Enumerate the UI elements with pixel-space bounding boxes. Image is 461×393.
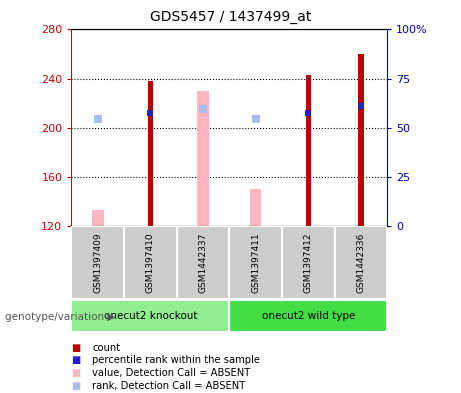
Text: rank, Detection Call = ABSENT: rank, Detection Call = ABSENT [92,380,245,391]
Text: GSM1442337: GSM1442337 [199,232,207,292]
Bar [71,300,230,332]
Bar [282,226,335,299]
Bar [358,54,364,226]
Text: percentile rank within the sample: percentile rank within the sample [92,355,260,365]
Bar [177,226,229,299]
Bar [335,226,387,299]
Text: GSM1442336: GSM1442336 [356,232,366,292]
Text: ■: ■ [71,368,81,378]
Text: ■: ■ [71,380,81,391]
Text: ■: ■ [71,343,81,353]
Bar [124,226,177,299]
Bar [306,75,311,226]
Text: value, Detection Call = ABSENT: value, Detection Call = ABSENT [92,368,250,378]
Text: genotype/variation ▶: genotype/variation ▶ [5,312,115,322]
Text: GSM1397411: GSM1397411 [251,232,260,293]
Bar [229,300,387,332]
Text: GSM1397412: GSM1397412 [304,232,313,292]
Bar [92,210,104,226]
Bar [197,91,209,226]
Text: onecut2 wild type: onecut2 wild type [261,311,355,321]
Text: onecut2 knockout: onecut2 knockout [104,311,197,321]
Bar [148,81,153,226]
Text: GDS5457 / 1437499_at: GDS5457 / 1437499_at [150,10,311,24]
Text: GSM1397409: GSM1397409 [93,232,102,293]
Text: ■: ■ [71,355,81,365]
Bar [229,226,282,299]
Bar [250,189,261,226]
Text: GSM1397410: GSM1397410 [146,232,155,293]
Bar [71,226,124,299]
Text: count: count [92,343,120,353]
